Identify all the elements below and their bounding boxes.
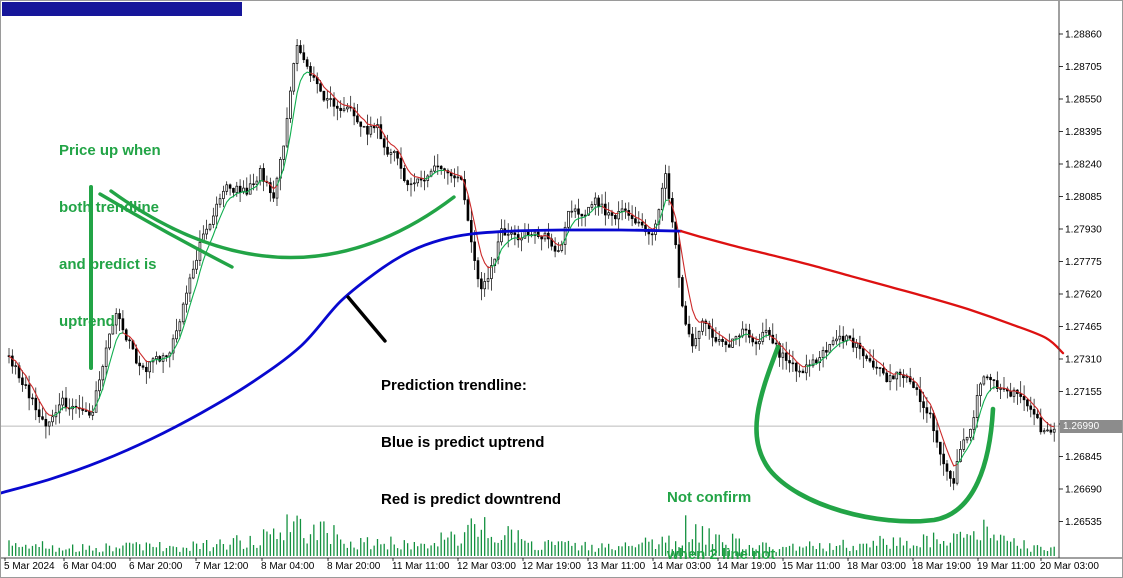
chart-title-bar[interactable]: GBPUSD, H1: Great Britain Pound vs US Do… (2, 2, 243, 28)
price-tick-label: 1.28240 (1065, 160, 1102, 171)
volume-bars (8, 514, 1055, 556)
price-axis-labels: 1.28860 1.28705 1.28550 1.28395 1.28240 1.280… (1059, 30, 1102, 528)
time-tick-label: 14 Mar 03:00 (652, 561, 711, 572)
price-tick-label: 1.27775 (1065, 257, 1102, 268)
time-tick-label: 8 Mar 20:00 (327, 561, 381, 572)
time-tick-label: 20 Mar 03:00 (1040, 561, 1099, 572)
price-tick-label: 1.27310 (1065, 355, 1102, 366)
time-tick-label: 19 Mar 11:00 (977, 561, 1036, 572)
annotation-not-confirm-note: Not confirm when 2 line not same directi… (667, 450, 776, 577)
annotation-prediction-trendline-note: Prediction trendline: Blue is predict up… (381, 338, 561, 547)
note-line: when 2 line not (667, 546, 776, 563)
time-tick-label: 12 Mar 19:00 (522, 561, 581, 572)
price-tick-label: 1.28395 (1065, 127, 1102, 138)
time-tick-label: 12 Mar 03:00 (457, 561, 516, 572)
current-price-tag: 1.26990 (1060, 420, 1122, 433)
time-tick-label: 5 Mar 2024 (4, 561, 55, 572)
price-tick-label: 1.28705 (1065, 62, 1102, 73)
time-tick-label: 13 Mar 11:00 (587, 561, 646, 572)
note-line: Red is predict downtrend (381, 491, 562, 508)
candlesticks (7, 39, 1056, 491)
time-tick-label: 18 Mar 19:00 (912, 561, 971, 572)
chart-title: GBPUSD, H1: Great Britain Pound vs US Do… (20, 17, 236, 28)
prediction-uptrend-line (1, 228, 683, 495)
green-arc-long (109, 189, 456, 260)
green-swoosh-line (754, 344, 996, 524)
time-tick-label: 18 Mar 03:00 (847, 561, 906, 572)
note-line: and predict is (59, 256, 157, 273)
time-tick-label: 11 Mar 11:00 (392, 561, 450, 572)
price-tick-label: 1.27930 (1065, 225, 1102, 236)
price-tick-label: 1.28860 (1065, 30, 1102, 41)
time-axis-labels: 5 Mar 2024 6 Mar 04:00 6 Mar 20:00 7 Mar 12… (4, 558, 1099, 572)
time-tick-label: 14 Mar 19:00 (717, 561, 776, 572)
note-line: Prediction trendline: (381, 377, 527, 394)
note-line: both trendline (59, 199, 159, 216)
time-tick-label: 6 Mar 20:00 (129, 561, 183, 572)
note-line: Price up when (59, 142, 161, 159)
annotation-price-up-note: Price up when both trendline and predict… (59, 103, 161, 369)
ma-fast-line (8, 71, 1055, 467)
time-tick-label: 7 Mar 12:00 (195, 561, 249, 572)
price-tick-label: 1.26535 (1065, 517, 1102, 528)
black-pointer-line (346, 295, 387, 343)
axes (1, 1, 1122, 559)
price-tick-label: 1.26845 (1065, 452, 1102, 463)
time-tick-label: 15 Mar 11:00 (782, 561, 841, 572)
note-line: uptrend (59, 313, 115, 330)
prediction-downtrend-line (679, 229, 1065, 355)
price-tick-label: 1.28550 (1065, 95, 1102, 106)
time-tick-label: 8 Mar 04:00 (261, 561, 315, 572)
note-line: Not confirm (667, 489, 752, 506)
note-line: Blue is predict uptrend (381, 434, 545, 451)
price-tick-label: 1.27465 (1065, 322, 1102, 333)
price-tick-label: 1.28085 (1065, 192, 1102, 203)
price-tick-label: 1.27620 (1065, 290, 1102, 301)
price-tick-label: 1.27155 (1065, 387, 1102, 398)
annotation-shapes (89, 185, 996, 524)
time-tick-label: 6 Mar 04:00 (63, 561, 117, 572)
price-tick-label: 1.26690 (1065, 485, 1102, 496)
green-arc-short (98, 192, 234, 269)
